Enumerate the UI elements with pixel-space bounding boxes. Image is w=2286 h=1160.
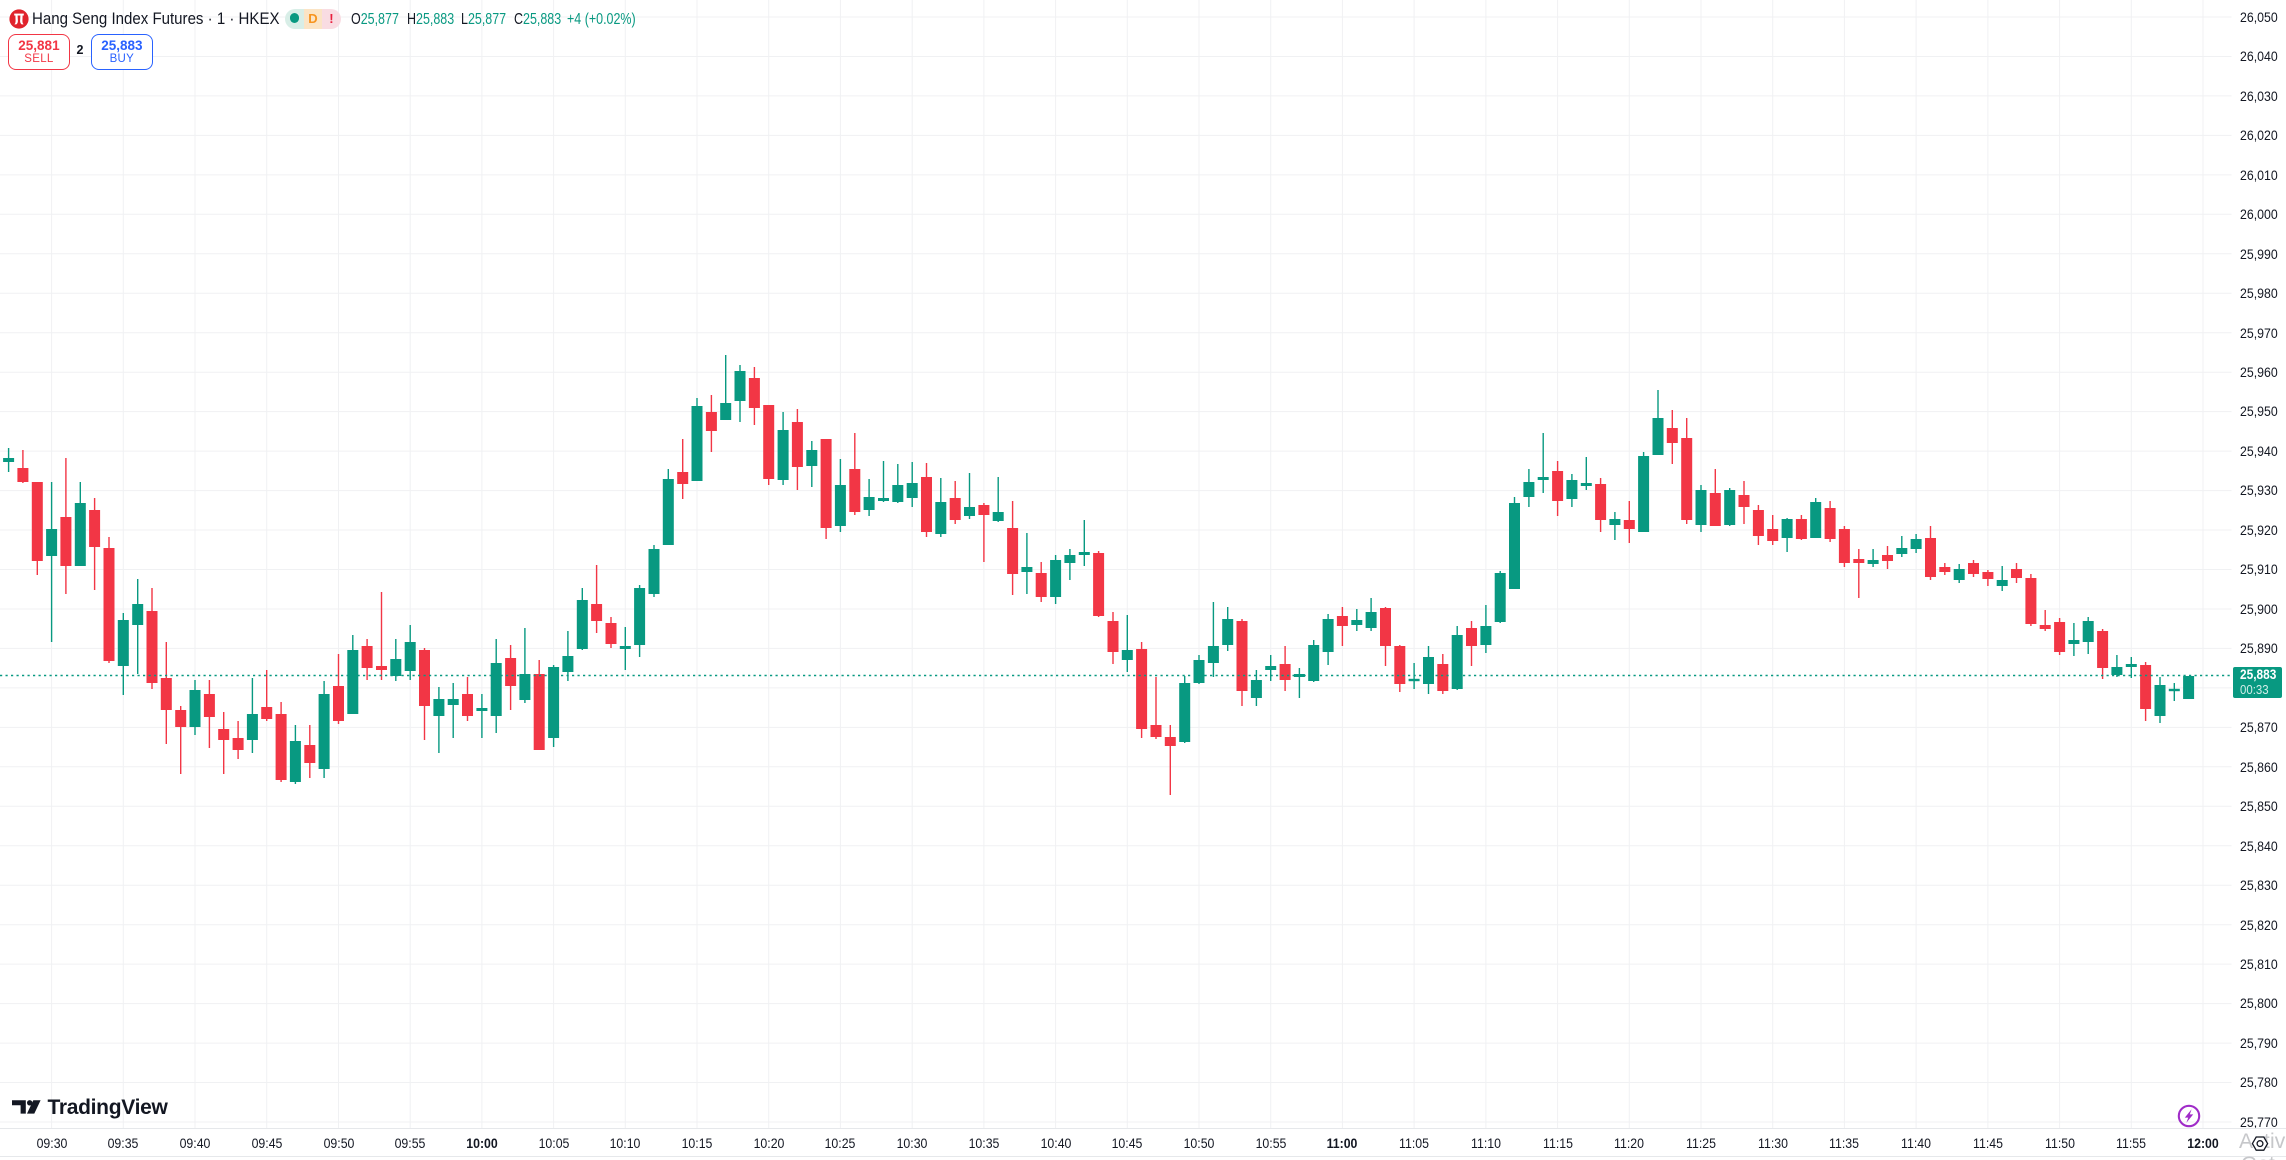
svg-text:TradingView: TradingView	[48, 1096, 169, 1119]
